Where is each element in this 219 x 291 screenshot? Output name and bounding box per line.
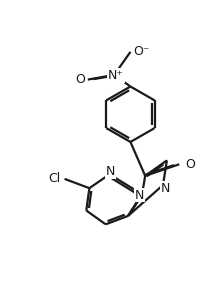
Text: Cl: Cl xyxy=(48,172,61,185)
Text: O: O xyxy=(76,73,85,86)
Text: N: N xyxy=(135,189,145,202)
Text: N: N xyxy=(161,182,170,195)
Text: O: O xyxy=(185,158,195,171)
Text: N⁺: N⁺ xyxy=(108,69,124,82)
Text: O⁻: O⁻ xyxy=(134,45,150,58)
Text: N: N xyxy=(106,165,115,178)
